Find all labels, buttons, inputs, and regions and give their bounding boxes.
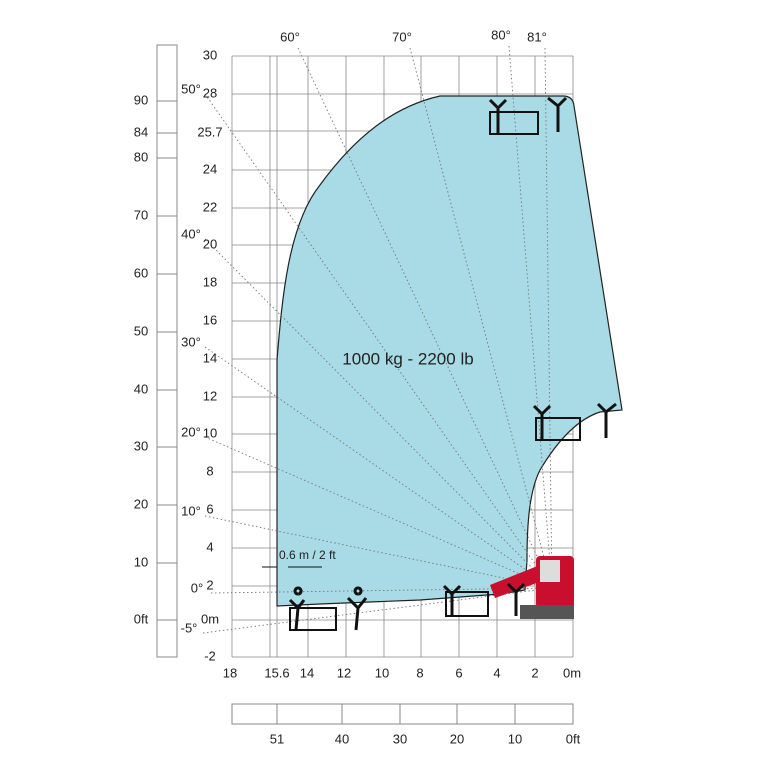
angle-label: 20° (181, 424, 201, 439)
angle-label: 81° (527, 29, 547, 44)
platform (445, 591, 489, 617)
reach-label-ft: 30 (393, 731, 407, 746)
angle-line (409, 47, 553, 589)
height-label-m: 12 (203, 388, 217, 403)
height-label-m: 24 (203, 161, 217, 176)
height-label-m: 28 (203, 85, 217, 100)
platform (289, 607, 337, 631)
angle-line (204, 515, 553, 589)
angle-line (202, 587, 553, 634)
height-label-ft: 30 (134, 438, 148, 453)
reach-label-m: 12 (337, 665, 351, 680)
boom (490, 565, 545, 598)
angle-line (508, 45, 553, 589)
height-label-ft: 20 (134, 496, 148, 511)
feet-reach-bar (231, 703, 574, 725)
height-label-ft: 90 (134, 92, 148, 107)
height-label-m: 18 (203, 274, 217, 289)
platform (535, 417, 581, 441)
reach-label-m: 0m (563, 665, 581, 680)
chassis (520, 605, 574, 619)
height-label-m: 2 (206, 577, 213, 592)
angle-line (297, 47, 553, 589)
reach-label-m: 4 (493, 665, 500, 680)
height-label-m: -2 (204, 648, 216, 663)
reach-label-ft: 20 (450, 731, 464, 746)
height-label-m: 30 (203, 47, 217, 62)
height-label-m: 16 (203, 312, 217, 327)
figure-outlines (288, 96, 617, 631)
reach-label-m: 18 (223, 665, 237, 680)
reach-label-m: 10 (375, 665, 389, 680)
angle-label: 70° (392, 29, 412, 44)
machine (490, 556, 574, 619)
reach-label-m: 2 (531, 665, 538, 680)
height-label-m: 20 (203, 236, 217, 251)
load-label: 1000 kg - 2200 lb (342, 349, 473, 368)
reach-label-m: 14 (300, 665, 314, 680)
clearance-note: 0.6 m / 2 ft (279, 548, 336, 562)
angle-line (204, 436, 553, 589)
height-label-ft: 50 (134, 323, 148, 338)
height-label-ft: 40 (134, 381, 148, 396)
load-envelope (276, 95, 623, 607)
angle-label: 30° (181, 334, 201, 349)
angle-label: 80° (491, 27, 511, 42)
height-label-ft: 84 (134, 124, 148, 139)
height-label-m: 6 (206, 501, 213, 516)
angle-label: 10° (181, 503, 201, 518)
height-label-m: 4 (206, 539, 213, 554)
angle-label: 0° (191, 580, 203, 595)
angle-label: -5° (181, 620, 198, 635)
height-label-m: 8 (206, 463, 213, 478)
angle-lines (202, 45, 553, 634)
reach-label-ft: 10 (508, 731, 522, 746)
angle-label: 60° (280, 29, 300, 44)
height-label-ft: 70 (134, 207, 148, 222)
height-label-ft: 60 (134, 265, 148, 280)
reach-label-m: 6 (455, 665, 462, 680)
height-label-m: 22 (203, 199, 217, 214)
figures (288, 96, 617, 631)
window (540, 560, 560, 582)
height-label-m: 0m (201, 611, 219, 626)
reach-label-ft: 0ft (566, 731, 581, 746)
height-label-m: 25.7 (197, 124, 222, 139)
reach-label-m: 15.6 (264, 665, 289, 680)
reach-label-m: 8 (416, 665, 423, 680)
angle-line (204, 93, 553, 589)
angle-label: 40° (181, 226, 201, 241)
feet-height-bar (156, 44, 178, 658)
reach-label-ft: 51 (270, 731, 284, 746)
height-label-ft: 80 (134, 149, 148, 164)
height-label-ft: 10 (134, 554, 148, 569)
reach-label-ft: 40 (335, 731, 349, 746)
angle-label: 50° (181, 81, 201, 96)
angle-line (204, 346, 553, 589)
platform (489, 111, 539, 135)
height-label-m: 14 (203, 350, 217, 365)
height-label-m: 10 (203, 425, 217, 440)
height-label-ft: 0ft (134, 611, 149, 626)
